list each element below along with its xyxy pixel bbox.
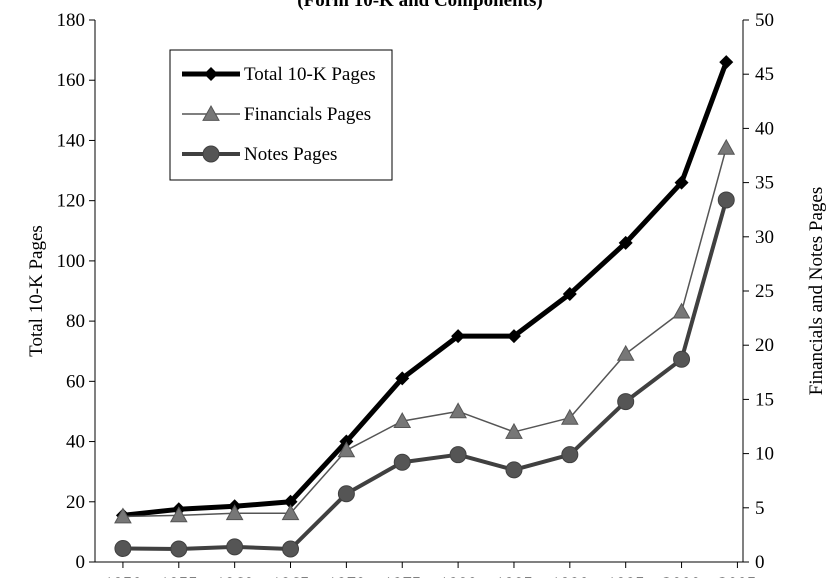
x-tick-label: 1965 [272, 574, 310, 578]
marker [281, 504, 300, 521]
marker [202, 145, 220, 163]
y-tick-label: 160 [57, 70, 86, 91]
x-tick-label: 1995 [607, 574, 645, 578]
marker [282, 540, 300, 558]
marker [618, 235, 633, 250]
x-tick-label: 1980 [439, 574, 477, 578]
y2-tick-label: 25 [755, 281, 774, 302]
series-line [122, 199, 729, 551]
marker [337, 441, 356, 458]
marker [395, 371, 410, 386]
x-tick-label: 1990 [551, 574, 589, 578]
y2-axis-label: Financials and Notes Pages [806, 187, 827, 395]
x-tick-label: 2000 [663, 574, 701, 578]
marker [393, 412, 412, 428]
legend-label: Financials Pages [244, 104, 371, 125]
marker [451, 329, 466, 344]
marker [449, 446, 467, 464]
marker [673, 350, 691, 368]
marker [560, 408, 579, 425]
y2-tick-label: 5 [755, 498, 765, 519]
y2-tick-label: 40 [755, 118, 774, 139]
y-tick-label: 120 [57, 191, 86, 212]
y-axis-label: Total 10-K Pages [26, 225, 47, 357]
y2-tick-label: 30 [755, 227, 774, 248]
y-tick-label: 80 [66, 311, 85, 332]
marker [114, 507, 132, 524]
marker [506, 329, 521, 344]
marker [717, 191, 735, 209]
y2-tick-label: 0 [755, 552, 765, 573]
chart-title: (Form 10-K and Components) [297, 0, 542, 11]
x-tick-label: 1970 [327, 574, 365, 578]
marker [505, 461, 523, 479]
marker [283, 494, 298, 509]
y-tick-label: 100 [57, 251, 86, 272]
marker [204, 67, 218, 81]
marker [169, 506, 188, 523]
marker [561, 446, 579, 464]
marker [717, 138, 736, 155]
marker [225, 504, 244, 521]
marker [674, 175, 689, 190]
series-line [122, 147, 727, 518]
y2-tick-label: 35 [755, 173, 774, 194]
y-tick-label: 60 [66, 371, 85, 392]
marker [202, 104, 220, 121]
marker [672, 302, 691, 319]
y-tick-label: 0 [76, 552, 86, 573]
y2-tick-label: 45 [755, 64, 774, 85]
y-tick-label: 40 [66, 432, 85, 453]
marker [449, 402, 467, 419]
y2-tick-label: 15 [755, 389, 774, 410]
y2-tick-label: 20 [755, 335, 774, 356]
x-tick-label: 2005 [718, 574, 756, 578]
x-tick-label: 1985 [495, 574, 533, 578]
marker [393, 453, 411, 471]
marker [114, 539, 132, 557]
x-tick-label: 1950 [104, 574, 142, 578]
marker [226, 538, 244, 556]
y-tick-label: 140 [57, 130, 86, 151]
y2-tick-label: 50 [755, 10, 774, 31]
y-tick-label: 180 [57, 10, 86, 31]
marker [337, 485, 355, 503]
marker [616, 344, 635, 361]
legend-label: Notes Pages [244, 144, 337, 165]
y2-tick-label: 10 [755, 444, 774, 465]
marker [617, 393, 635, 411]
marker [719, 55, 734, 70]
x-tick-label: 1955 [160, 574, 198, 578]
marker [505, 422, 523, 439]
y-tick-label: 20 [66, 492, 85, 513]
marker [170, 540, 188, 558]
x-tick-label: 1960 [216, 574, 254, 578]
x-tick-label: 1975 [383, 574, 421, 578]
legend-label: Total 10-K Pages [244, 64, 376, 85]
series-line [122, 61, 729, 518]
marker [562, 287, 577, 302]
